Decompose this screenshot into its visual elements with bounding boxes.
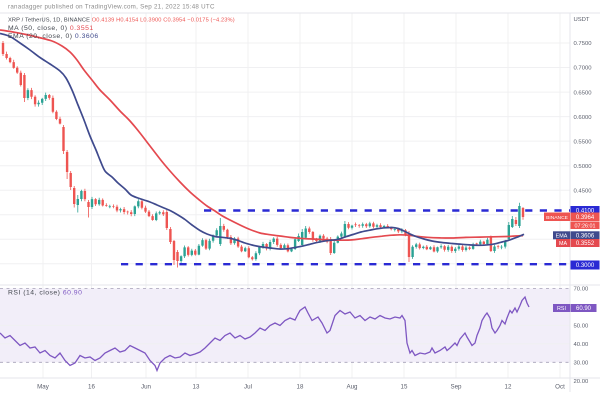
svg-text:0.5000: 0.5000 bbox=[574, 164, 593, 170]
svg-text:USDT: USDT bbox=[574, 17, 590, 23]
svg-text:40.00: 40.00 bbox=[574, 342, 589, 348]
svg-text:0.6500: 0.6500 bbox=[574, 90, 593, 96]
svg-text:13: 13 bbox=[193, 384, 200, 391]
svg-text:0.3606: 0.3606 bbox=[576, 234, 595, 240]
svg-text:50.00: 50.00 bbox=[574, 324, 589, 330]
svg-text:MA: MA bbox=[559, 241, 567, 247]
svg-text:RSI: RSI bbox=[557, 306, 566, 312]
svg-text:Oct: Oct bbox=[555, 384, 565, 391]
svg-text:RSI (14, close) 60.90: RSI (14, close) 60.90 bbox=[8, 290, 82, 297]
svg-text:30.00: 30.00 bbox=[574, 361, 589, 367]
svg-text:0.3964: 0.3964 bbox=[576, 215, 595, 221]
svg-text:16: 16 bbox=[88, 384, 95, 391]
svg-text:20.00: 20.00 bbox=[574, 379, 589, 385]
svg-text:0.6000: 0.6000 bbox=[574, 115, 593, 121]
svg-text:Jun: Jun bbox=[141, 384, 152, 391]
svg-text:0.7500: 0.7500 bbox=[574, 41, 593, 47]
svg-text:Sep: Sep bbox=[450, 384, 462, 391]
svg-text:0.7000: 0.7000 bbox=[574, 66, 593, 72]
svg-text:18: 18 bbox=[297, 384, 304, 391]
svg-text:15: 15 bbox=[401, 384, 408, 391]
svg-text:0.4500: 0.4500 bbox=[574, 188, 593, 194]
svg-text:May: May bbox=[37, 384, 50, 391]
svg-text:MA (50, close, 0) 0.3551: MA (50, close, 0) 0.3551 bbox=[8, 25, 94, 32]
svg-text:EMA: EMA bbox=[556, 234, 568, 240]
svg-text:ranadagger published on Tradin: ranadagger published on TradingView.com,… bbox=[8, 4, 215, 11]
svg-text:Aug: Aug bbox=[346, 384, 358, 391]
svg-text:BINANCE: BINANCE bbox=[546, 215, 568, 221]
svg-text:XRP / TetherUS, 1D, BINANCE O0: XRP / TetherUS, 1D, BINANCE O0.4139 H0.4… bbox=[8, 18, 235, 24]
svg-text:07:26:01: 07:26:01 bbox=[575, 223, 596, 229]
svg-text:0.3000: 0.3000 bbox=[576, 263, 595, 269]
svg-text:Jul: Jul bbox=[244, 384, 252, 391]
svg-text:70.00: 70.00 bbox=[574, 287, 589, 293]
svg-text:12: 12 bbox=[505, 384, 512, 391]
svg-text:0.3552: 0.3552 bbox=[576, 241, 595, 247]
svg-text:0.5500: 0.5500 bbox=[574, 139, 593, 145]
svg-text:EMA (20, close, 0) 0.3606: EMA (20, close, 0) 0.3606 bbox=[8, 33, 99, 40]
svg-text:0.4100: 0.4100 bbox=[576, 209, 595, 215]
svg-text:60.90: 60.90 bbox=[576, 306, 592, 312]
